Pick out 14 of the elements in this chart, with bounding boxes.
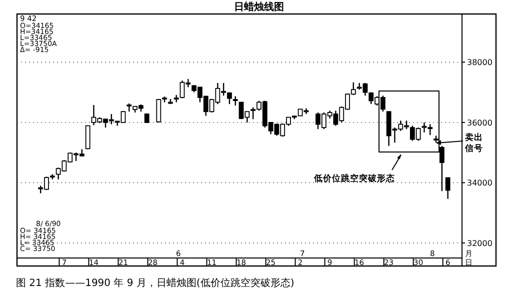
candlestick bbox=[380, 95, 386, 112]
annotation: 低价位跳空突破形态 bbox=[313, 173, 395, 184]
y-tick-label: 36000 bbox=[467, 118, 492, 128]
candlestick bbox=[439, 145, 444, 192]
candlestick bbox=[232, 96, 238, 106]
candlestick bbox=[85, 124, 90, 150]
candlestick bbox=[445, 177, 450, 200]
y-tick-label: 38000 bbox=[467, 58, 492, 68]
text: 卖出 bbox=[465, 132, 483, 143]
caption: 图 21 指数——1990 年 9 月，日蜡烛图(低价位跳空突破形态) bbox=[16, 277, 294, 289]
text: 信号 bbox=[464, 143, 483, 154]
chart-title: 日蜡烛线图 bbox=[234, 1, 284, 13]
y-tick-label: 34000 bbox=[467, 178, 492, 188]
y-tick-label: 32000 bbox=[467, 238, 492, 248]
